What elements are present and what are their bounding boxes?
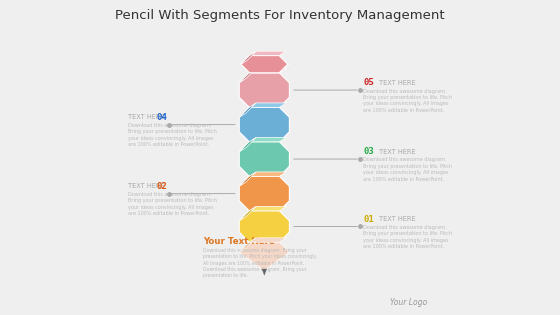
Polygon shape: [249, 68, 286, 73]
Polygon shape: [239, 142, 290, 176]
Text: 02: 02: [156, 182, 167, 191]
Polygon shape: [249, 137, 286, 142]
Polygon shape: [239, 137, 256, 152]
Text: TEXT HERE: TEXT HERE: [379, 216, 416, 222]
Polygon shape: [239, 107, 290, 142]
Text: Your Text Here: Your Text Here: [203, 238, 275, 246]
Polygon shape: [262, 269, 267, 276]
Polygon shape: [250, 51, 286, 55]
Polygon shape: [239, 73, 290, 107]
Text: Your Logo: Your Logo: [390, 298, 427, 307]
Text: Download this awesome diagram.
Bring your presentation to life. Pitch
your ideas: Download this awesome diagram. Bring you…: [128, 123, 217, 147]
Polygon shape: [240, 55, 288, 73]
Polygon shape: [239, 172, 256, 186]
Polygon shape: [249, 206, 286, 211]
Text: TEXT HERE: TEXT HERE: [128, 114, 165, 120]
Text: Download this awesome diagram.
Bring your presentation to life. Pitch
your ideas: Download this awesome diagram. Bring you…: [363, 158, 452, 182]
Text: Download this awesome diagram.
Bring your presentation to life. Pitch
your ideas: Download this awesome diagram. Bring you…: [128, 192, 217, 216]
Text: Download this awesome diagram.
Bring your presentation to life. Pitch
your ideas: Download this awesome diagram. Bring you…: [363, 89, 452, 113]
Polygon shape: [240, 51, 256, 65]
Polygon shape: [239, 103, 256, 117]
Text: Download this awesome diagram.
Bring your presentation to life. Pitch
your ideas: Download this awesome diagram. Bring you…: [363, 225, 452, 249]
Text: TEXT HERE: TEXT HERE: [379, 80, 416, 86]
Text: 04: 04: [156, 113, 167, 122]
Text: TEXT HERE: TEXT HERE: [128, 183, 165, 189]
Text: 01: 01: [363, 215, 374, 224]
Polygon shape: [239, 176, 290, 211]
Polygon shape: [239, 238, 256, 252]
Text: 05: 05: [363, 78, 374, 87]
Polygon shape: [249, 103, 286, 107]
Polygon shape: [239, 68, 256, 83]
Polygon shape: [239, 211, 290, 242]
Text: TEXT HERE: TEXT HERE: [379, 149, 416, 155]
Text: 03: 03: [363, 147, 374, 156]
Polygon shape: [239, 242, 290, 269]
Polygon shape: [239, 206, 256, 221]
Polygon shape: [249, 172, 286, 176]
Text: Download this awesome diagram. Bring your
presentation to life. Pitch your ideas: Download this awesome diagram. Bring you…: [203, 248, 317, 278]
Polygon shape: [249, 238, 286, 242]
Text: Pencil With Segments For Inventory Management: Pencil With Segments For Inventory Manag…: [115, 9, 445, 22]
